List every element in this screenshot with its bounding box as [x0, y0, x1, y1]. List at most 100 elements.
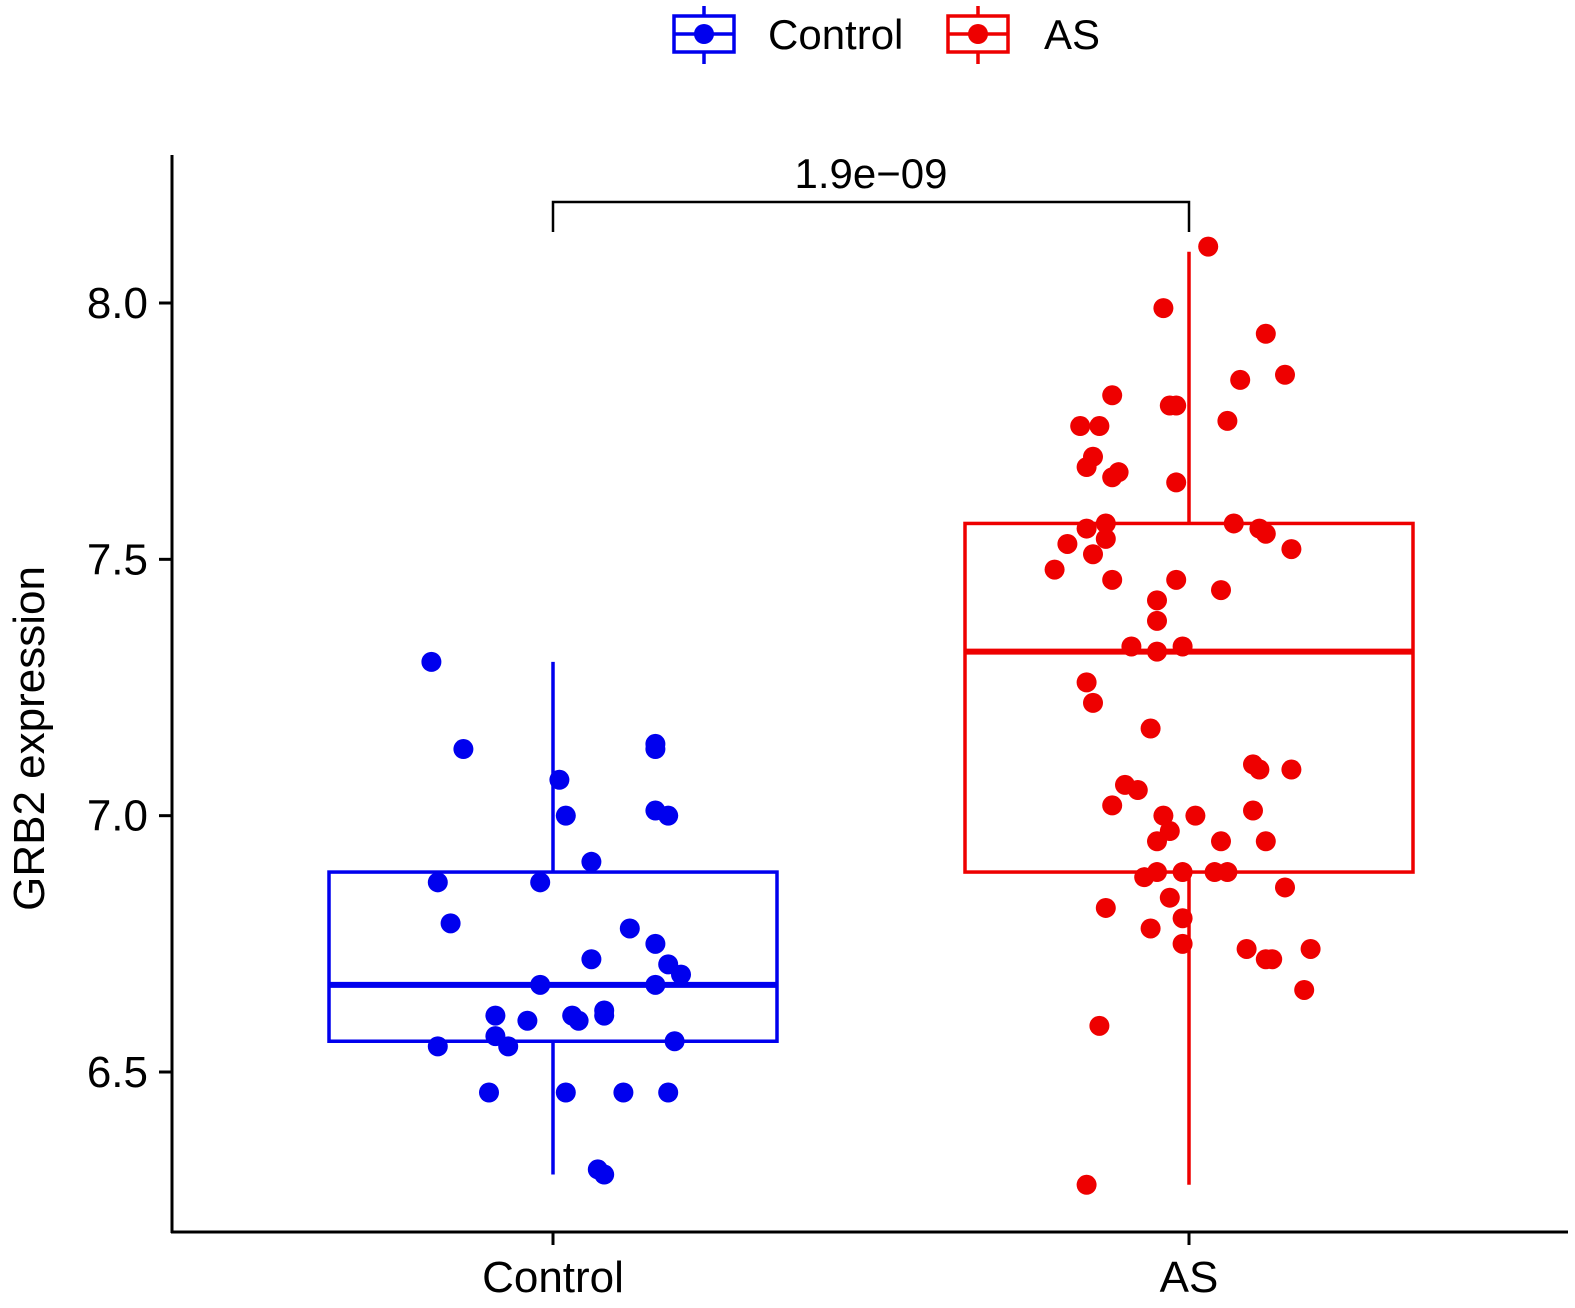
point-as	[1255, 323, 1276, 344]
bracket-line	[551, 200, 1191, 232]
legend-key-point	[694, 24, 714, 44]
x-tick-label: Control	[482, 1253, 624, 1302]
point-as	[1102, 795, 1123, 816]
point-control	[421, 651, 442, 672]
y-axis-title: GRB2 expression	[5, 566, 54, 911]
legend-item-control: Control	[672, 6, 903, 64]
point-control	[619, 918, 640, 939]
point-as	[1121, 636, 1142, 657]
point-as	[1275, 877, 1295, 898]
point-control	[664, 1031, 685, 1052]
point-as	[1211, 580, 1231, 601]
point-as	[1147, 590, 1167, 611]
point-as	[1147, 831, 1167, 852]
point-as	[1083, 544, 1103, 565]
point-as	[1089, 1015, 1110, 1036]
point-as	[1281, 539, 1302, 560]
point-as	[1134, 867, 1155, 888]
point-as	[1076, 518, 1097, 539]
point-control	[555, 1082, 576, 1103]
significance-bracket: 1.9e−09	[551, 150, 1191, 232]
point-control	[549, 769, 570, 790]
point-as	[1230, 369, 1251, 390]
point-as	[1140, 718, 1161, 739]
point-as	[1140, 918, 1161, 939]
point-as	[1147, 641, 1167, 662]
point-as	[1147, 610, 1167, 631]
point-control	[427, 872, 448, 893]
point-as	[1057, 533, 1078, 554]
box-control	[327, 661, 779, 1175]
legend-label: Control	[768, 11, 903, 58]
legend-label: AS	[1044, 11, 1100, 58]
point-control	[562, 1005, 583, 1026]
legend: Control AS	[672, 6, 1100, 64]
point-as	[1243, 800, 1263, 821]
axes: 6.5 7.0 7.5 8.0 Control AS GRB2 expression	[5, 155, 1568, 1302]
point-as	[1102, 569, 1123, 590]
point-control	[658, 805, 679, 826]
point-as	[1153, 298, 1174, 319]
x-tick-label: AS	[1160, 1253, 1219, 1302]
point-control	[645, 739, 666, 760]
data-points	[421, 236, 1321, 1195]
point-as	[1211, 831, 1231, 852]
point-as	[1159, 887, 1180, 908]
point-as	[1172, 636, 1193, 657]
point-control	[658, 1082, 679, 1103]
y-tick-label: 7.0	[87, 792, 148, 841]
point-control	[671, 964, 691, 985]
point-control	[427, 1036, 448, 1057]
point-as	[1076, 672, 1097, 693]
point-as	[1153, 805, 1174, 826]
point-as	[1300, 938, 1321, 959]
point-as	[1095, 528, 1116, 549]
point-as	[1217, 410, 1238, 431]
point-control	[485, 1005, 506, 1026]
point-control	[581, 949, 602, 970]
point-as	[1070, 416, 1091, 437]
point-as	[1159, 395, 1180, 416]
y-tick-label: 8.0	[87, 279, 148, 328]
point-as	[1044, 559, 1065, 580]
point-control	[530, 872, 551, 893]
point-as	[1185, 805, 1206, 826]
point-as	[1076, 1174, 1097, 1195]
point-control	[530, 974, 551, 995]
point-as	[1236, 938, 1257, 959]
point-as	[1172, 908, 1193, 929]
point-control	[613, 1082, 634, 1103]
point-as	[1223, 513, 1244, 534]
point-control	[479, 1082, 499, 1103]
point-control	[594, 1164, 615, 1185]
point-as	[1076, 457, 1097, 478]
point-as	[1275, 364, 1295, 385]
point-as	[1249, 759, 1270, 780]
point-control	[645, 974, 666, 995]
point-as	[1166, 472, 1187, 493]
point-as	[1217, 862, 1238, 883]
point-as	[1281, 759, 1302, 780]
y-tick-label: 7.5	[87, 535, 148, 584]
legend-key-point	[968, 24, 988, 44]
point-as	[1255, 831, 1276, 852]
point-as	[1172, 862, 1193, 883]
point-as	[1089, 416, 1110, 437]
point-as	[1198, 236, 1219, 257]
point-control	[555, 805, 576, 826]
point-as	[1102, 467, 1123, 488]
point-as	[1262, 949, 1283, 970]
point-as	[1294, 979, 1315, 1000]
box-as	[963, 251, 1415, 1185]
point-as	[1255, 523, 1276, 544]
legend-item-as: AS	[946, 6, 1100, 64]
point-as	[1127, 780, 1148, 801]
point-control	[645, 933, 666, 954]
point-control	[581, 851, 602, 872]
point-as	[1172, 933, 1193, 954]
point-control	[440, 913, 461, 934]
box-iqr	[327, 870, 779, 1043]
point-as	[1102, 385, 1123, 406]
point-control	[594, 1000, 615, 1021]
